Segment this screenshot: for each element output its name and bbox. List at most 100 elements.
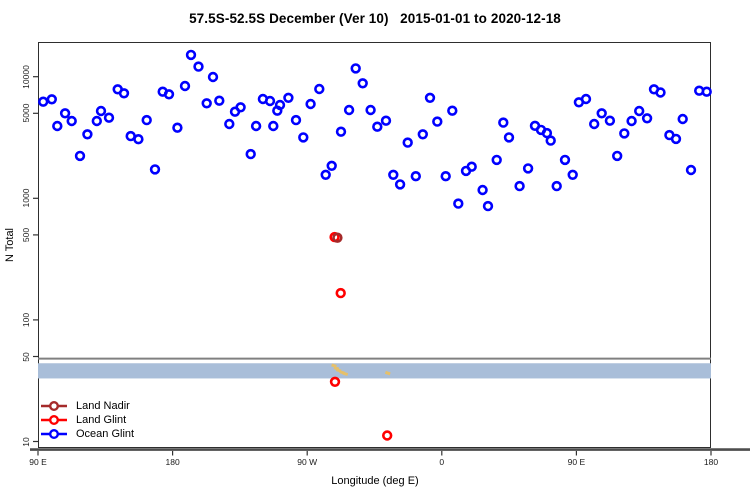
x-tick-label: 0 <box>439 457 445 467</box>
data-point-ocean-glint <box>417 129 428 140</box>
data-point-ocean-glint <box>314 83 325 95</box>
y-tick-label: 5000 <box>21 103 31 123</box>
x-tick-label: 180 <box>703 457 719 467</box>
data-point-ocean-glint <box>380 115 392 126</box>
data-point-ocean-glint <box>193 61 204 72</box>
data-point-ocean-glint <box>274 99 286 111</box>
data-point-ocean-glint <box>133 134 144 145</box>
data-point-ocean-glint <box>655 87 666 98</box>
data-point-ocean-glint <box>245 148 256 160</box>
land-glint-marker-icon <box>41 415 67 425</box>
data-point-ocean-glint <box>522 163 534 174</box>
data-point-ocean-glint <box>357 78 368 89</box>
data-point-ocean-glint <box>149 164 161 175</box>
data-point-ocean-glint <box>141 114 152 126</box>
y-tick-label: 10000 <box>21 64 31 89</box>
x-tick-label: 90 E <box>29 457 47 467</box>
data-point-ocean-glint <box>235 102 246 113</box>
data-point-ocean-glint <box>633 105 645 117</box>
data-point-ocean-glint <box>59 108 71 119</box>
data-point-ocean-glint <box>541 127 553 139</box>
aux-mark <box>384 370 391 376</box>
data-point-ocean-glint <box>559 154 571 166</box>
chart-legend: Land Nadir Land Glint Ocean Glint <box>40 399 134 441</box>
legend-label: Land Glint <box>76 414 127 426</box>
data-point-ocean-glint <box>466 161 477 172</box>
data-point-ocean-glint <box>611 150 623 162</box>
data-point-ocean-glint <box>350 63 361 74</box>
data-point-ocean-glint <box>670 133 682 145</box>
data-point-ocean-glint <box>326 160 337 172</box>
y-axis-label: N Total <box>4 227 16 263</box>
data-point-ocean-glint <box>290 114 302 126</box>
data-point-ocean-glint <box>641 113 653 124</box>
x-tick-label: 90 W <box>297 457 318 467</box>
data-point-ocean-glint <box>207 71 219 83</box>
data-point-ocean-glint <box>514 180 525 192</box>
data-point-ocean-glint <box>298 132 309 143</box>
legend-row-ocean-glint: Ocean Glint <box>40 427 134 441</box>
data-point-ocean-glint <box>432 116 443 127</box>
data-point-ocean-glint <box>335 126 347 137</box>
data-point-ocean-glint <box>410 171 421 182</box>
data-point-ocean-glint <box>580 93 592 105</box>
y-tick-label: 50 <box>21 351 31 362</box>
data-point-ocean-glint <box>82 129 93 140</box>
data-point-land-glint <box>382 430 393 441</box>
legend-circle <box>48 415 59 425</box>
y-tick-label: 500 <box>21 227 31 242</box>
ocean-glint-marker-icon <box>41 429 67 439</box>
data-point-ocean-glint <box>372 121 383 132</box>
data-point-ocean-glint <box>91 115 103 127</box>
legend-label: Land Nadir <box>76 400 130 412</box>
data-point-ocean-glint <box>283 92 294 104</box>
data-point-ocean-glint <box>701 86 712 97</box>
data-point-ocean-glint <box>305 98 316 110</box>
data-point-land-nadir <box>332 232 343 243</box>
data-point-ocean-glint <box>424 92 436 104</box>
data-point-ocean-glint <box>551 180 562 192</box>
legend-label: Ocean Glint <box>76 428 135 440</box>
data-point-ocean-glint <box>498 117 509 128</box>
x-tick-label: 90 E <box>567 457 586 467</box>
data-point-ocean-glint <box>37 96 49 107</box>
data-point-ocean-glint <box>477 184 488 196</box>
data-point-ocean-glint <box>447 105 458 116</box>
data-point-ocean-glint <box>596 108 607 119</box>
data-point-ocean-glint <box>604 115 616 126</box>
data-point-ocean-glint <box>214 95 225 106</box>
data-point-ocean-glint <box>394 179 406 190</box>
legend-row-land-glint: Land Glint <box>40 413 134 427</box>
chart-title: 57.5S-52.5S December (Ver 10) 2015-01-01… <box>189 11 561 26</box>
data-point-ocean-glint <box>588 118 600 130</box>
data-point-ocean-glint <box>103 112 115 123</box>
data-point-ocean-glint <box>172 122 183 133</box>
data-point-ocean-glint <box>365 104 376 116</box>
data-point-ocean-glint <box>685 164 697 176</box>
y-tick-label: 100 <box>21 312 31 327</box>
x-axis-label: Longitude (deg E) <box>331 475 419 487</box>
data-point-ocean-glint <box>402 137 413 148</box>
aux-mark <box>342 371 349 377</box>
x-tick-label: 180 <box>165 457 180 467</box>
data-point-ocean-glint <box>567 169 578 181</box>
legend-row-land-nadir: Land Nadir <box>40 399 134 413</box>
data-point-ocean-glint <box>185 49 197 61</box>
data-point-ocean-glint <box>118 88 130 99</box>
highlight-band <box>38 363 711 379</box>
data-point-ocean-glint <box>179 80 191 92</box>
data-point-ocean-glint <box>46 94 57 105</box>
legend-circle <box>48 401 59 411</box>
data-point-ocean-glint <box>250 120 262 132</box>
y-tick-label: 10 <box>21 436 31 447</box>
data-point-ocean-glint <box>545 135 556 146</box>
data-point-ocean-glint <box>268 120 279 132</box>
data-point-ocean-glint <box>66 115 77 127</box>
data-point-ocean-glint <box>95 105 107 117</box>
data-point-ocean-glint <box>453 198 464 209</box>
y-tick-label: 1000 <box>21 188 31 208</box>
data-point-ocean-glint <box>224 118 235 130</box>
data-point-ocean-glint <box>619 128 630 139</box>
